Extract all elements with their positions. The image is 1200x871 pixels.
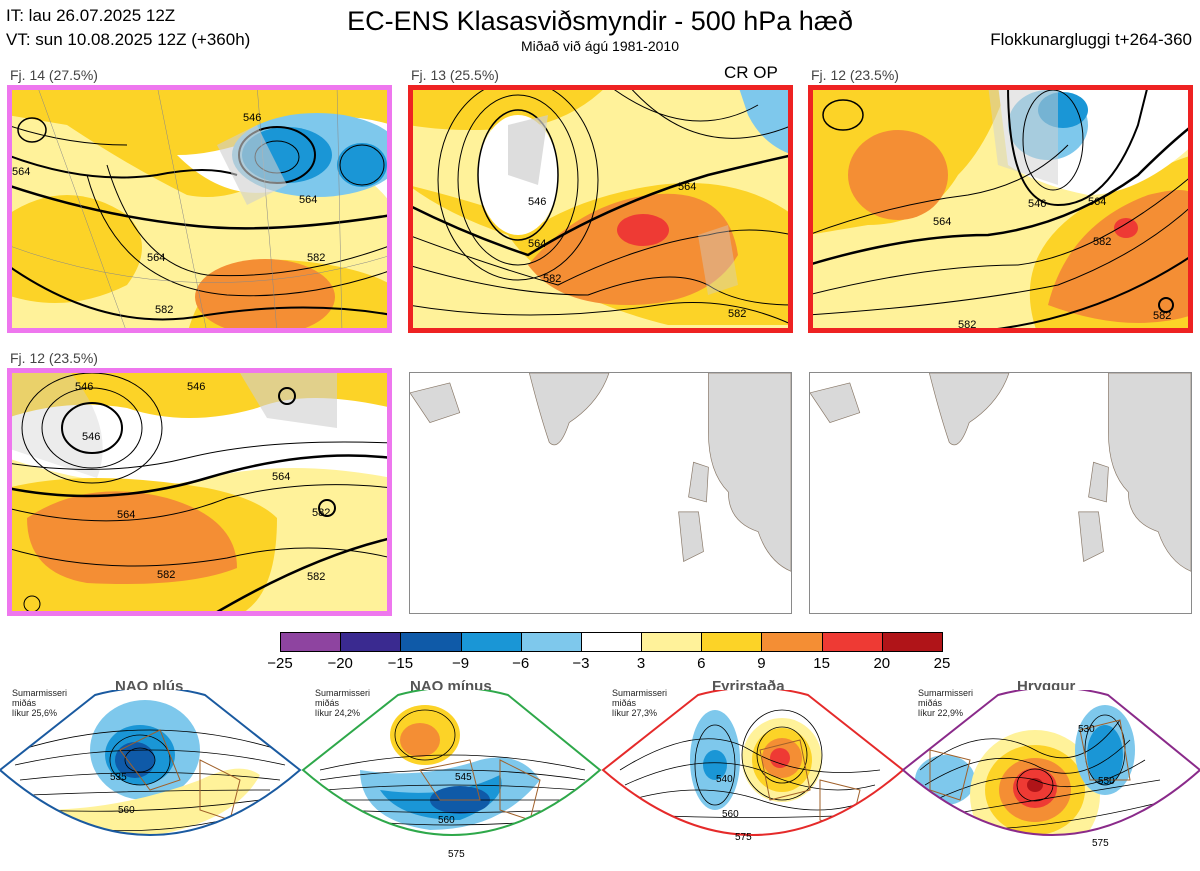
contour-label: 582 [1153,310,1171,322]
contour-label: 582 [543,273,561,285]
colorbar-segment [881,632,943,652]
contour-label: 582 [1093,236,1111,248]
regime-map-4 [903,690,1200,835]
regime-contour-label: 560 [722,809,739,820]
colorbar-segment [580,632,643,652]
page-title: EC-ENS Klasasviðsmyndir - 500 hPa hæð [347,6,853,36]
cr-op-tag: CR OP [724,63,778,82]
contour-label: 582 [307,252,325,264]
contour-label: 564 [117,509,135,521]
colorbar-tick: −3 [572,655,590,672]
contour-label: 564 [678,181,696,193]
colorbar-tick: 9 [757,655,766,672]
regime-contour-label: 560 [118,805,135,816]
colorbar-tick: −20 [327,655,353,672]
regime-contour-label: 575 [735,832,752,843]
regime-contour-label: 530 [1078,724,1095,735]
panel-frame [408,85,793,333]
colorbar-segment [340,632,402,652]
cluster-map-3: 546 564 564 582 582 582 [808,85,1193,333]
contour-label: 564 [933,216,951,228]
classification-window: Flokkunargluggi t+264-360 [990,30,1192,49]
contour-label: 582 [728,308,746,320]
colorbar-tick: 15 [813,655,830,672]
colorbar-tick: −6 [512,655,530,672]
regime-contour-label: 540 [716,774,733,785]
colorbar-segment [520,632,582,652]
cluster-map-1: 546 564 582 582 564 564 [7,85,392,333]
regime-map-2 [303,690,600,835]
panel-label-1: Fj. 14 (27.5%) [10,67,98,83]
colorbar-segment [641,632,703,652]
contour-label: 546 [82,431,100,443]
colorbar-segment [701,632,763,652]
regime-contour-label: 560 [438,815,455,826]
colorbar-segment [280,632,342,652]
colorbar-tick: 20 [873,655,891,672]
colorbar-tick: −25 [267,655,293,672]
regime-contour-label: 550 [1098,776,1115,787]
regime-note-2: Sumarmisseri miðás líkur 24,2% [315,688,371,718]
contour-label: 564 [272,471,290,483]
contour-label: 546 [1028,198,1046,210]
regime-note-4: Sumarmisseri miðás líkur 22,9% [918,688,974,718]
panel-label-2: Fj. 13 (25.5%) [411,67,499,83]
colorbar-tick: 3 [636,655,646,672]
panel-frame [808,85,1193,333]
regime-map-3 [603,690,903,835]
colorbar-tick: 6 [697,655,706,672]
colorbar-segment [400,632,462,652]
initial-time: IT: lau 26.07.2025 12Z [6,6,176,25]
cluster-map-4: 546 546 546 564 564 582 582 582 [7,368,392,616]
contour-label: 546 [187,381,205,393]
contour-label: 564 [147,252,165,264]
regime-contour-label: 575 [1092,838,1109,849]
valid-time: VT: sun 10.08.2025 12Z (+360h) [6,30,251,49]
contour-label: 564 [299,194,317,206]
colorbar-tick: 25 [933,655,951,672]
empty-map-6 [809,372,1192,614]
colorbar-tick: −9 [451,655,470,672]
contour-label: 564 [1088,196,1106,208]
page-subtitle: Miðað við ágú 1981-2010 [520,38,679,54]
empty-map-5 [409,372,792,614]
contour-label: 564 [528,238,546,250]
cluster-map-2: 546 564 564 582 582 [408,85,793,333]
colorbar [280,632,943,652]
contour-label: 546 [528,196,546,208]
regime-fans: 535 560 545 560 575 [0,690,1200,860]
contour-label: 564 [12,166,30,178]
colorbar-segment [460,632,522,652]
contour-label: 582 [157,569,175,581]
contour-label: 582 [312,507,330,519]
regime-contour-label: 545 [455,772,472,783]
colorbar-tick: −15 [387,655,414,672]
regime-note-3: Sumarmisseri miðás líkur 27,3% [612,688,668,718]
regime-contour-label: 535 [110,772,127,783]
regime-map-1 [0,690,300,835]
regime-note-1: Sumarmisseri miðás líkur 25,6% [12,688,68,718]
contour-label: 582 [307,571,325,583]
contour-label: 546 [243,112,261,124]
panel-label-4: Fj. 12 (23.5%) [10,350,98,366]
regime-contour-label: 575 [448,849,465,860]
colorbar-segment [761,632,823,652]
panel-frame [7,85,392,333]
contour-label: 582 [155,304,173,316]
panel-frame [7,368,392,616]
contour-label: 546 [75,381,93,393]
panel-label-3: Fj. 12 (23.5%) [811,67,899,83]
colorbar-segment [821,632,883,652]
